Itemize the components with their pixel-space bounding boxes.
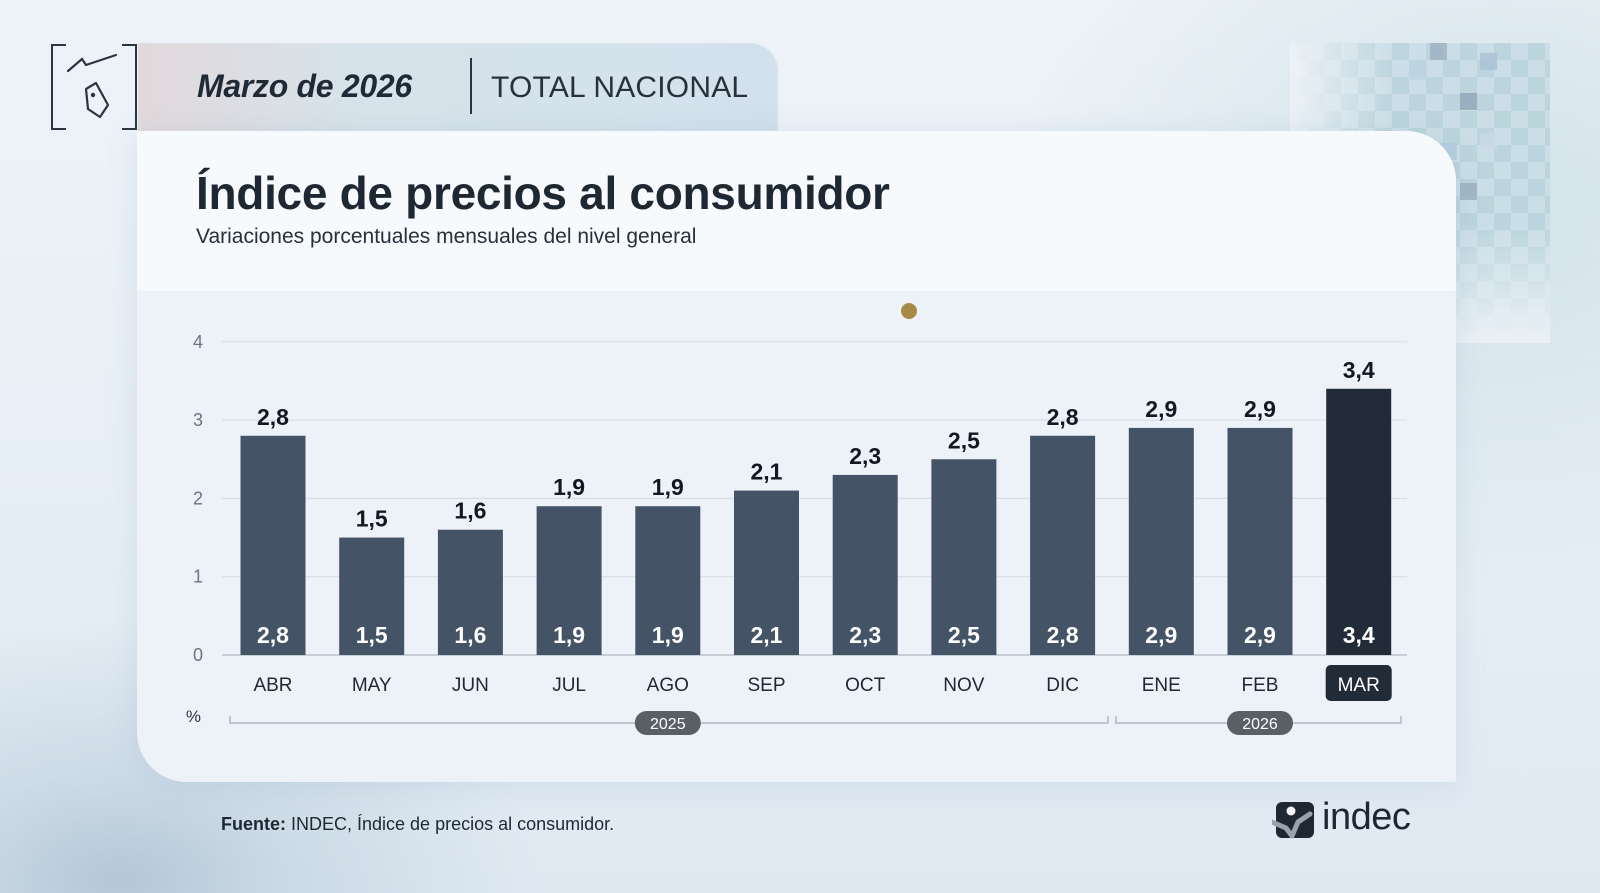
year-pill [1227, 711, 1293, 735]
mosaic-square [1460, 183, 1477, 200]
bar-value-label: 2,8 [257, 404, 289, 430]
bar-value-label: 1,9 [652, 474, 684, 500]
x-category-label: OCT [845, 675, 886, 696]
bar [832, 474, 898, 655]
bar [734, 490, 799, 655]
y-tick-label: 1 [193, 567, 203, 587]
source-label: Fuente: [221, 814, 286, 834]
y-tick-label: 4 [193, 332, 203, 352]
bar-inner-value-label: 2,3 [849, 622, 881, 648]
report-date: Marzo de 2026 [197, 68, 412, 104]
bar-value-label: 2,9 [1145, 396, 1177, 422]
bar [339, 537, 405, 655]
indec-brand: indec [1322, 796, 1411, 838]
bar-inner-value-label: 1,5 [356, 622, 388, 648]
bar-inner-value-label: 2,8 [257, 622, 289, 648]
bar [536, 506, 602, 655]
bar-value-label: 2,1 [751, 459, 783, 485]
bar-chart: 0 1 2 3 4% 2,8 2,8 ABR 1,5 1,5 MAY 1,6 1,6 JUN 1,9 1,9 J… [186, 303, 1407, 735]
x-category-label: MAR [1338, 675, 1380, 696]
year-pill [634, 711, 701, 735]
x-category-label: ENE [1142, 675, 1181, 696]
bar-value-label: 1,9 [553, 474, 585, 500]
bar-value-label: 2,9 [1244, 396, 1276, 422]
bar-value-label: 2,8 [1047, 404, 1079, 430]
x-category-label: MAY [352, 675, 392, 696]
y-tick-label: 3 [193, 410, 203, 430]
bar-value-label: 1,6 [454, 498, 486, 524]
mosaic-square [1430, 43, 1447, 60]
y-axis-unit-label: % [186, 707, 201, 726]
x-category-label: AGO [647, 675, 689, 696]
bar [635, 506, 701, 655]
year-pill-label: 2026 [1242, 716, 1278, 733]
bar [1227, 427, 1293, 655]
x-category-label: SEP [747, 675, 785, 696]
x-category-label: DIC [1046, 675, 1079, 696]
x-category-label: JUL [552, 675, 586, 696]
bar [437, 529, 503, 655]
y-tick-label: 2 [193, 488, 203, 508]
bar-inner-value-label: 2,1 [751, 622, 783, 648]
mosaic-square [1480, 53, 1497, 70]
chart-title: Índice de precios al consumidor [196, 167, 890, 219]
bar-inner-value-label: 2,9 [1244, 622, 1276, 648]
bar-inner-value-label: 3,4 [1343, 622, 1375, 648]
highlight-category-pill [1325, 665, 1392, 701]
price-tag-trend-icon [51, 44, 137, 130]
card-header [137, 131, 1456, 291]
bar-value-label: 2,3 [849, 443, 881, 469]
bar-inner-value-label: 1,9 [652, 622, 684, 648]
x-category-label: FEB [1242, 675, 1279, 696]
bar-value-label: 1,5 [356, 506, 388, 532]
x-category-label: JUN [452, 675, 489, 696]
year-pill-label: 2025 [650, 716, 686, 733]
chart-card: Índice de precios al consumidor Variacio… [137, 131, 1456, 782]
x-category-label: NOV [943, 675, 985, 696]
chart-subtitle: Variaciones porcentuales mensuales del n… [196, 225, 697, 248]
source-text: INDEC, Índice de precios al consumidor. [286, 814, 615, 834]
bar [1128, 427, 1194, 655]
bar [1030, 435, 1096, 655]
mosaic-square [1480, 133, 1497, 150]
indec-logo-icon [1272, 802, 1314, 839]
bar [931, 459, 997, 655]
report-scope: TOTAL NACIONAL [491, 71, 749, 104]
bar [1326, 388, 1392, 655]
bar-value-label: 2,5 [948, 427, 980, 453]
source-note: Fuente: INDEC, Índice de precios al cons… [221, 814, 614, 835]
bar-inner-value-label: 2,8 [1047, 622, 1079, 648]
x-category-label: ABR [253, 675, 292, 696]
bar-inner-value-label: 2,5 [948, 622, 980, 648]
header-band [138, 43, 778, 131]
bar [240, 435, 306, 655]
mosaic-square [1460, 93, 1477, 110]
bar-value-label: 3,4 [1343, 357, 1375, 383]
bar-inner-value-label: 1,9 [553, 622, 585, 648]
bar-inner-value-label: 2,9 [1145, 622, 1177, 648]
marker-dot [901, 303, 917, 319]
bar-inner-value-label: 1,6 [454, 622, 486, 648]
mosaic-square [1410, 63, 1427, 80]
y-tick-label: 0 [193, 645, 203, 665]
header-divider [470, 58, 472, 114]
